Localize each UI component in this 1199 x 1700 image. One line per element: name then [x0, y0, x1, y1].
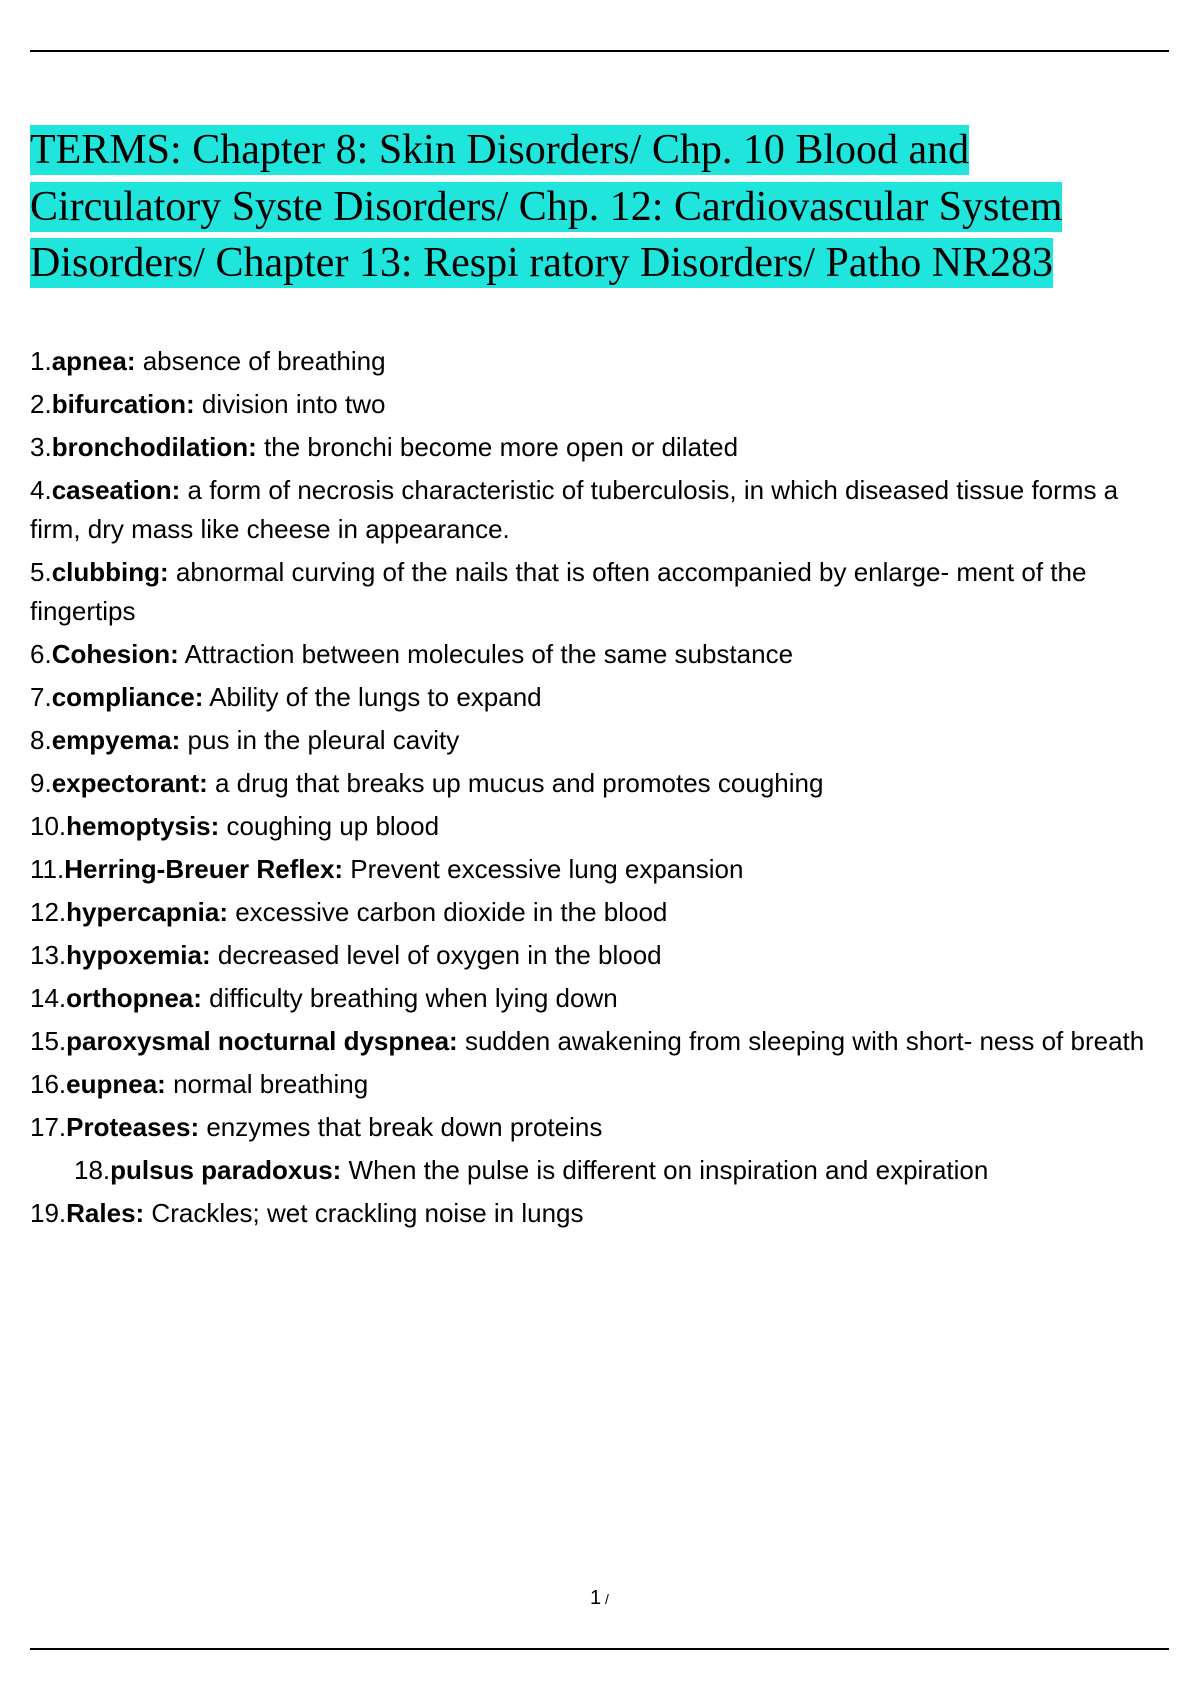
term-item: 5.clubbing: abnormal curving of the nail… [30, 553, 1169, 631]
term-name: bronchodilation: [52, 432, 257, 462]
term-item: 10.hemoptysis: coughing up blood [30, 807, 1169, 846]
term-number: 19. [30, 1198, 66, 1228]
term-name: Proteases: [66, 1112, 199, 1142]
term-name: apnea: [52, 346, 136, 376]
term-name: Herring-Breuer Reflex: [64, 854, 343, 884]
term-number: 9. [30, 768, 52, 798]
term-item: 17.Proteases: enzymes that break down pr… [30, 1108, 1169, 1147]
term-item: 14.orthopnea: difficulty breathing when … [30, 979, 1169, 1018]
term-item: 9.expectorant: a drug that breaks up muc… [30, 764, 1169, 803]
term-definition: difficulty breathing when lying down [202, 983, 618, 1013]
term-number: 4. [30, 475, 52, 505]
page-slash: / [601, 1591, 609, 1607]
term-name: bifurcation: [52, 389, 195, 419]
term-definition: normal breathing [166, 1069, 368, 1099]
title-highlight: TERMS: Chapter 8: Skin Disorders/ Chp. 1… [30, 125, 1062, 288]
term-item: 1.apnea: absence of breathing [30, 342, 1169, 381]
term-name: hemoptysis: [66, 811, 219, 841]
term-name: eupnea: [66, 1069, 166, 1099]
term-item-indented: 18.pulsus paradoxus: When the pulse is d… [30, 1151, 1169, 1190]
term-definition: Attraction between molecules of the same… [179, 639, 793, 669]
term-item: 11.Herring-Breuer Reflex: Prevent excess… [30, 850, 1169, 889]
term-number: 11. [30, 854, 64, 884]
term-definition: pus in the pleural cavity [180, 725, 459, 755]
term-item: 8.empyema: pus in the pleural cavity [30, 721, 1169, 760]
term-number: 13. [30, 940, 66, 970]
term-name: clubbing: [52, 557, 169, 587]
term-number: 3. [30, 432, 52, 462]
term-number: 2. [30, 389, 52, 419]
term-number: 5. [30, 557, 52, 587]
term-number: 14. [30, 983, 66, 1013]
term-name: caseation: [52, 475, 181, 505]
term-name: pulsus paradoxus: [110, 1155, 341, 1185]
term-definition: When the pulse is different on inspirati… [341, 1155, 988, 1185]
term-definition: a form of necrosis characteristic of tub… [30, 475, 1118, 544]
term-name: hypoxemia: [66, 940, 211, 970]
term-number: 10. [30, 811, 66, 841]
term-name: Rales: [66, 1198, 144, 1228]
term-definition: Crackles; wet crackling noise in lungs [144, 1198, 583, 1228]
term-number: 7. [30, 682, 52, 712]
term-definition: the bronchi become more open or dilated [257, 432, 738, 462]
term-name: compliance: [52, 682, 204, 712]
term-number: 6. [30, 639, 52, 669]
page-number: 1 / [0, 1587, 1199, 1610]
term-definition: Prevent excessive lung expansion [343, 854, 743, 884]
term-definition: division into two [195, 389, 386, 419]
term-number: 12. [30, 897, 66, 927]
term-definition: Ability of the lungs to expand [203, 682, 541, 712]
bottom-horizontal-rule [30, 1648, 1169, 1650]
term-name: hypercapnia: [66, 897, 228, 927]
term-item: 3.bronchodilation: the bronchi become mo… [30, 428, 1169, 467]
term-definition: decreased level of oxygen in the blood [211, 940, 662, 970]
term-number: 8. [30, 725, 52, 755]
term-number: 15. [30, 1026, 66, 1056]
term-name: Cohesion: [52, 639, 179, 669]
term-definition: a drug that breaks up mucus and promotes… [208, 768, 824, 798]
term-item: 12.hypercapnia: excessive carbon dioxide… [30, 893, 1169, 932]
term-number: 16. [30, 1069, 66, 1099]
term-number: 1. [30, 346, 52, 376]
page-number-value: 1 [590, 1587, 601, 1609]
terms-list: 1.apnea: absence of breathing 2.bifurcati… [30, 342, 1169, 1233]
term-number: 18. [74, 1155, 110, 1185]
term-item: 13.hypoxemia: decreased level of oxygen … [30, 936, 1169, 975]
term-definition: absence of breathing [136, 346, 386, 376]
term-item: 6.Cohesion: Attraction between molecules… [30, 635, 1169, 674]
term-item: 7.compliance: Ability of the lungs to ex… [30, 678, 1169, 717]
document-title: TERMS: Chapter 8: Skin Disorders/ Chp. 1… [30, 122, 1169, 292]
term-definition: coughing up blood [219, 811, 439, 841]
term-name: expectorant: [52, 768, 208, 798]
term-item: 18.pulsus paradoxus: When the pulse is d… [74, 1151, 1169, 1190]
term-name: orthopnea: [66, 983, 202, 1013]
term-definition: sudden awakening from sleeping with shor… [458, 1026, 1145, 1056]
term-number: 17. [30, 1112, 66, 1142]
top-horizontal-rule [30, 50, 1169, 52]
term-definition: excessive carbon dioxide in the blood [228, 897, 667, 927]
term-item: 4.caseation: a form of necrosis characte… [30, 471, 1169, 549]
term-definition: enzymes that break down proteins [199, 1112, 602, 1142]
term-name: empyema: [52, 725, 181, 755]
term-item: 15.paroxysmal nocturnal dyspnea: sudden … [30, 1022, 1169, 1061]
term-item: 19.Rales: Crackles; wet crackling noise … [30, 1194, 1169, 1233]
term-name: paroxysmal nocturnal dyspnea: [66, 1026, 458, 1056]
term-definition: abnormal curving of the nails that is of… [30, 557, 1086, 626]
term-item: 16.eupnea: normal breathing [30, 1065, 1169, 1104]
term-item: 2.bifurcation: division into two [30, 385, 1169, 424]
